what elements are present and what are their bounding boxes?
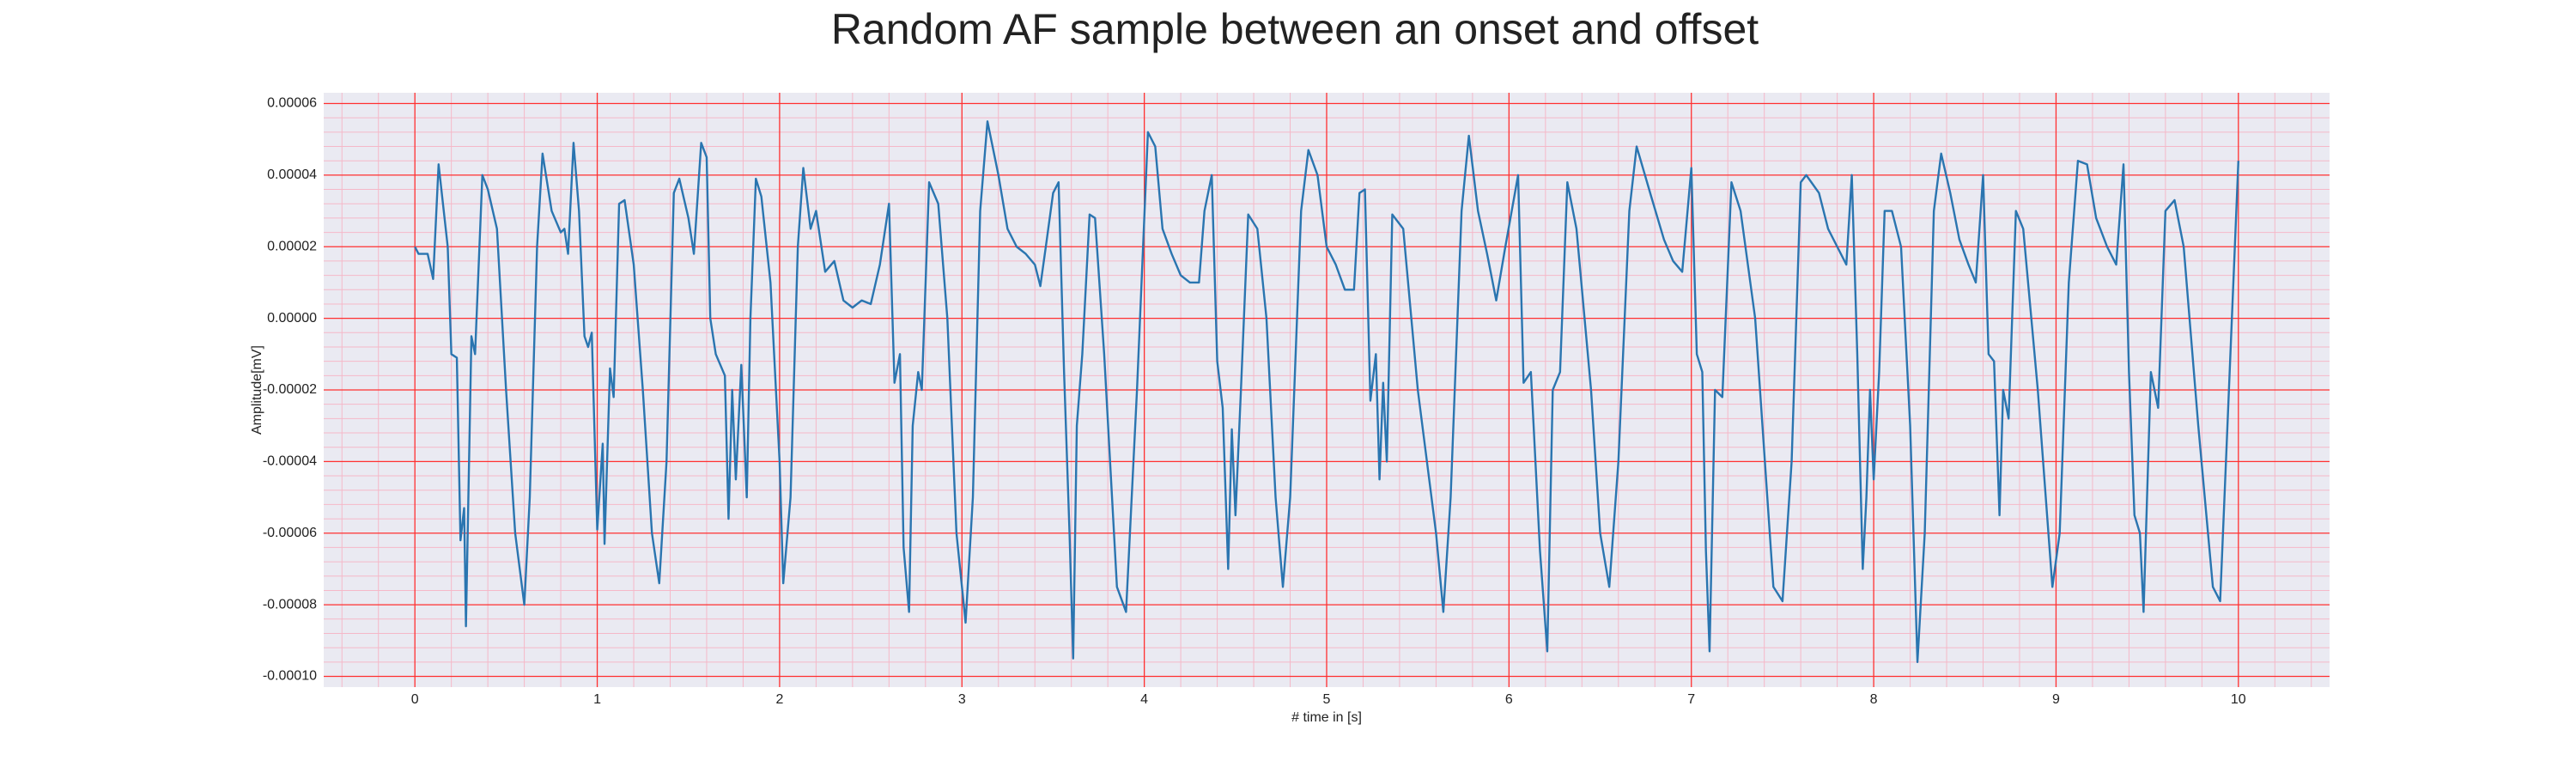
y-tick-label: -0.00006 xyxy=(263,526,317,540)
y-tick-label: -0.00002 xyxy=(263,382,317,397)
x-tick-label: 3 xyxy=(958,692,966,707)
x-tick-label: 5 xyxy=(1323,692,1331,707)
y-tick-label: 0.00000 xyxy=(267,311,317,326)
x-tick-label: 1 xyxy=(593,692,601,707)
x-tick-label: 0 xyxy=(411,692,419,707)
y-tick-label: 0.00004 xyxy=(267,167,317,182)
y-tick-label: 0.00002 xyxy=(267,239,317,253)
x-tick-label: 4 xyxy=(1140,692,1148,707)
x-tick-label: 6 xyxy=(1505,692,1513,707)
y-axis-label: Amplitude[mV] xyxy=(250,345,264,435)
y-tick-label: 0.00006 xyxy=(267,96,317,111)
x-tick-label: 7 xyxy=(1687,692,1695,707)
y-tick-label: -0.00008 xyxy=(263,597,317,612)
signal-line xyxy=(414,120,2240,664)
chart-title: Random AF sample between an onset and of… xyxy=(831,5,1759,53)
x-tick-label: 9 xyxy=(2052,692,2060,707)
x-axis-label: # time in [s] xyxy=(1291,710,1362,725)
x-tick-label: 2 xyxy=(775,692,783,707)
y-tick-label: -0.00004 xyxy=(263,454,317,469)
x-tick-label: 8 xyxy=(1870,692,1878,707)
x-tick-label: 10 xyxy=(2231,692,2246,707)
y-tick-label: -0.00010 xyxy=(263,669,317,684)
